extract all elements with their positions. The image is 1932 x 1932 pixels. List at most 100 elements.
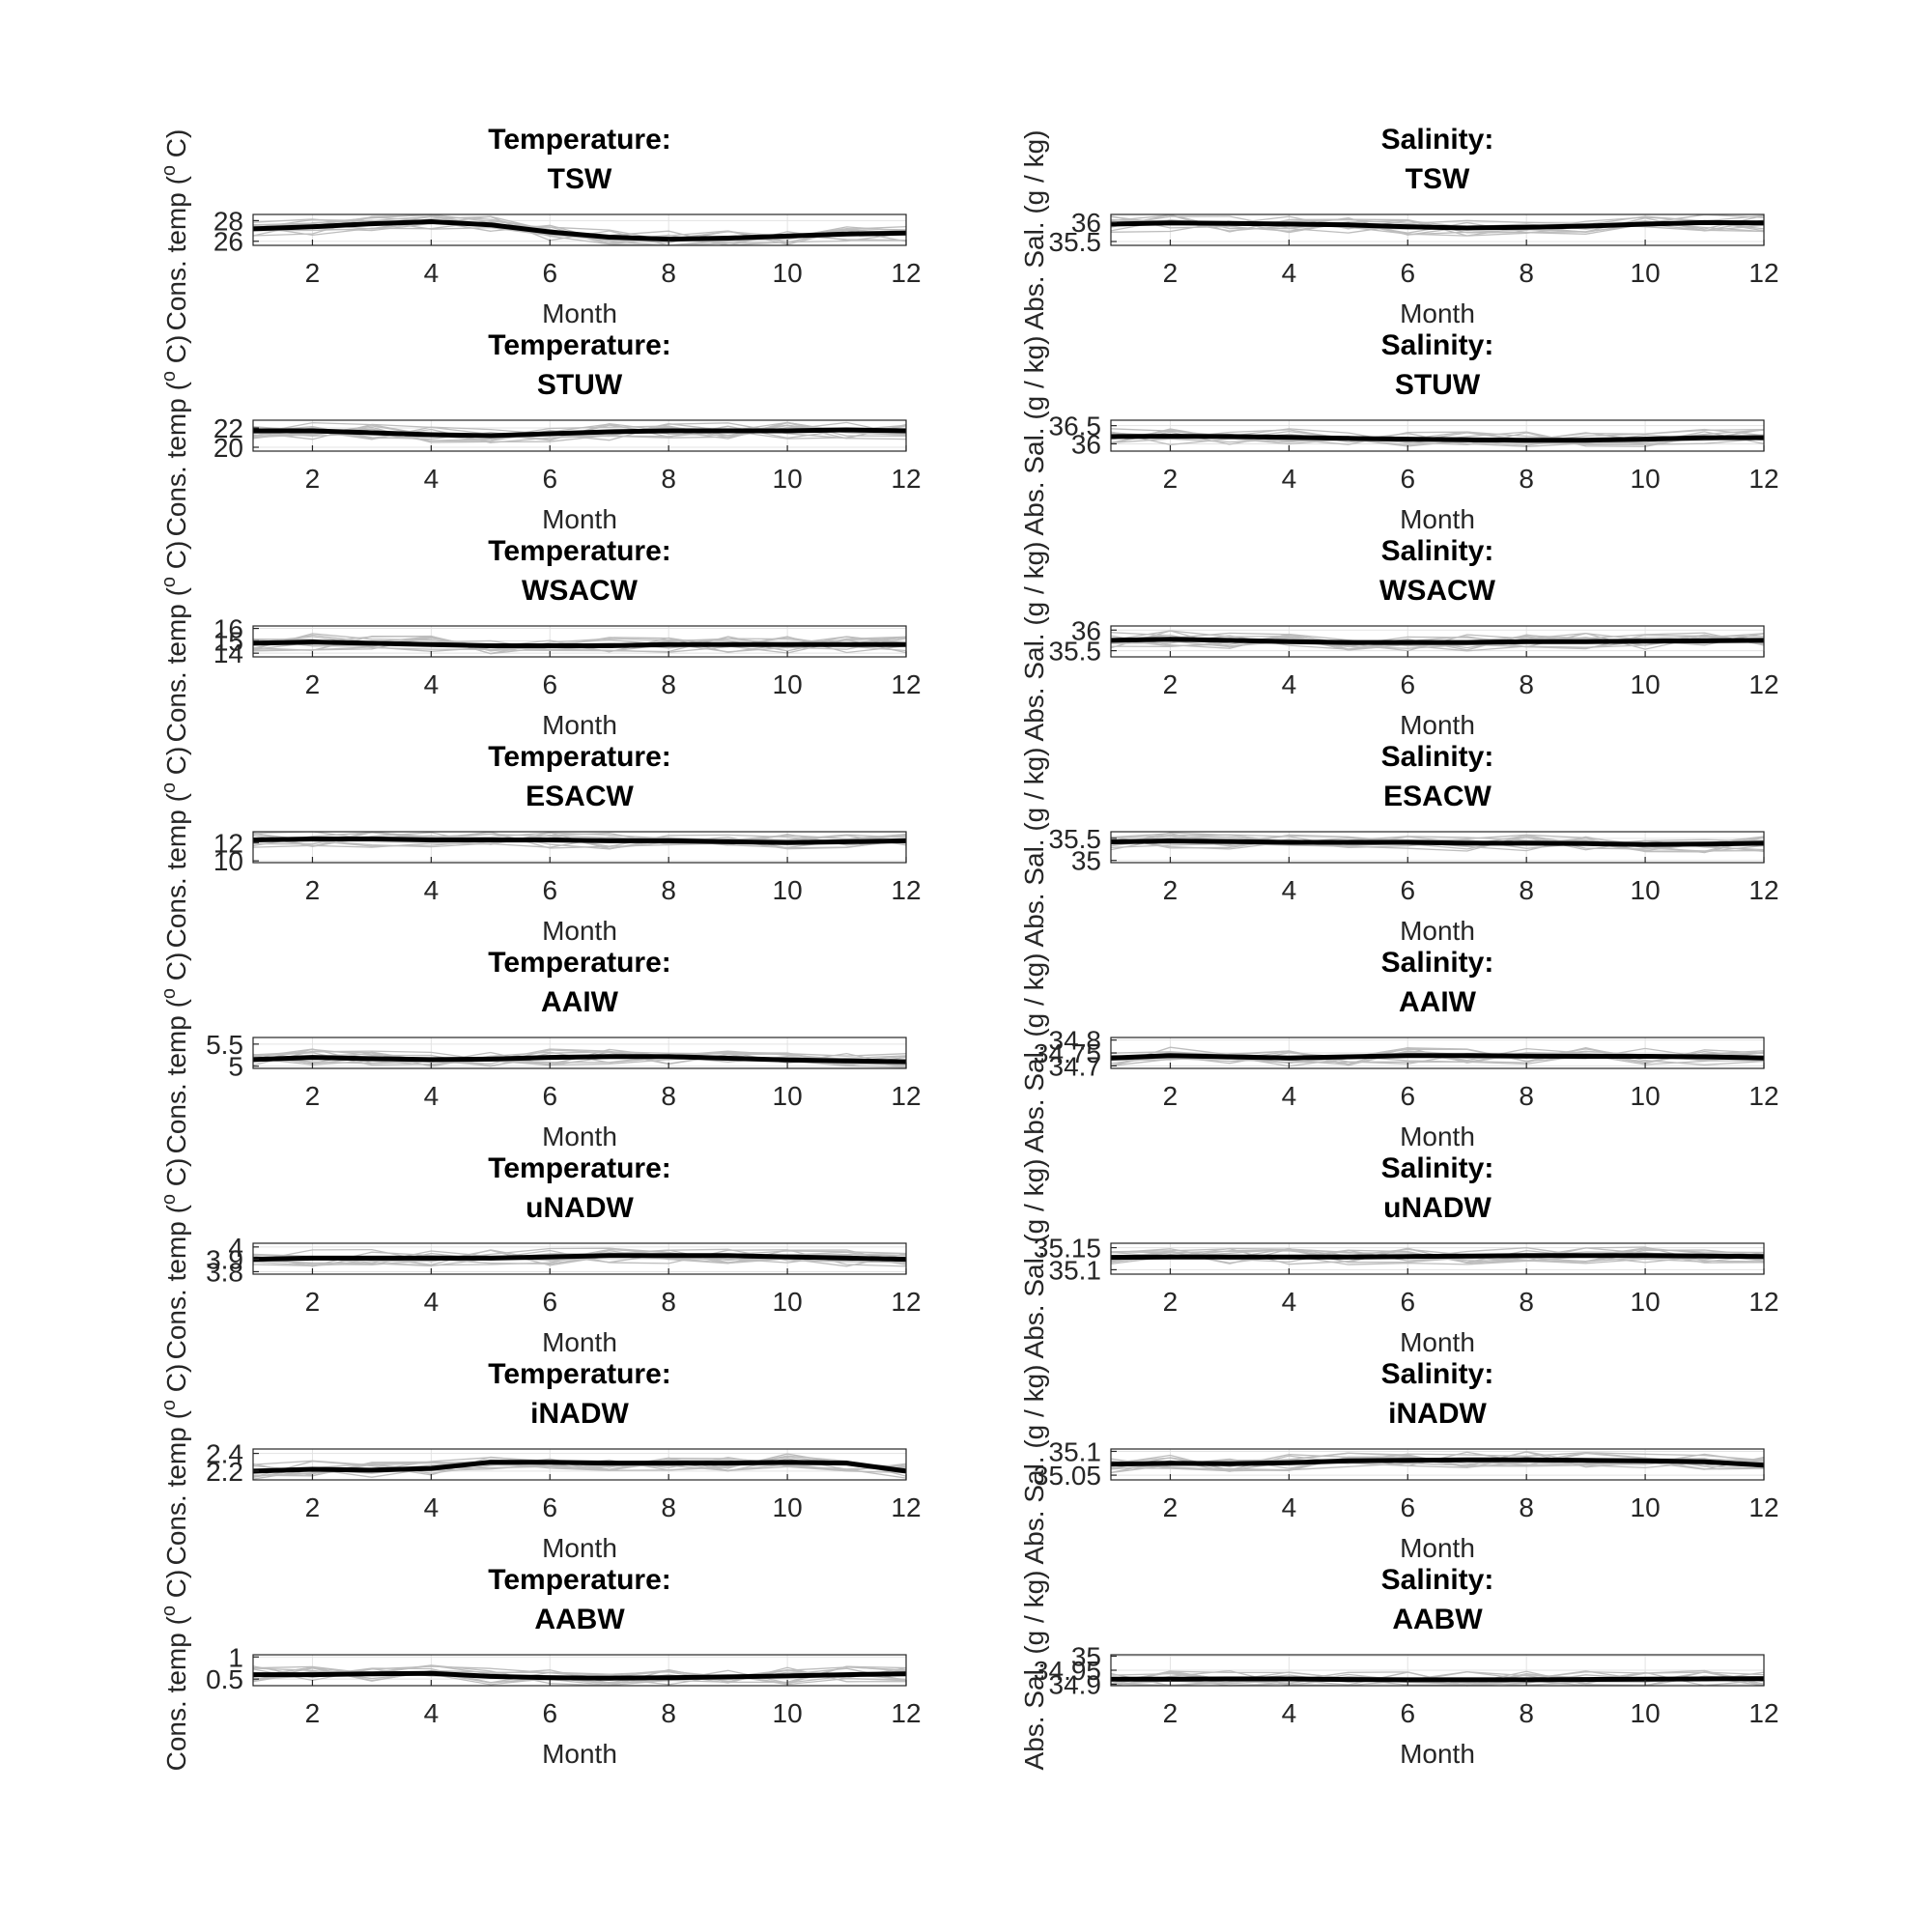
- x-tick-label: 4: [424, 1492, 440, 1522]
- x-tick-label: 8: [1519, 1287, 1534, 1317]
- x-tick-label: 10: [1631, 1081, 1661, 1111]
- panel-unadw-salinity: Salinity: uNADW 2 4 6 8 10 12 35.135.15 Month Abs.…: [1019, 1152, 1779, 1358]
- panel-title-line1: Salinity:: [1381, 1152, 1494, 1184]
- x-tick-label: 6: [1400, 875, 1415, 905]
- y-axis-label: Abs. Sal. (g / kg): [1019, 1571, 1049, 1771]
- y-tick-label: 36: [1071, 208, 1101, 238]
- x-tick-label: 6: [1400, 669, 1415, 699]
- series-line-mean: [252, 219, 907, 242]
- axes-box: [252, 625, 907, 658]
- x-tick-label: 12: [891, 669, 921, 699]
- member-line: [1110, 1046, 1765, 1067]
- x-tick-label: 10: [773, 875, 803, 905]
- x-axis-label: Month: [542, 710, 617, 740]
- x-tick-label: 2: [305, 464, 321, 494]
- y-tick-label: 35.1: [1049, 1255, 1102, 1285]
- panel-title-line1: Temperature:: [488, 1358, 671, 1390]
- series-line-mean: [252, 1460, 907, 1474]
- y-axis-label: Cons. temp (o C): [158, 335, 191, 537]
- x-tick-label: 6: [1400, 258, 1415, 288]
- x-tick-label: 2: [305, 1287, 321, 1317]
- x-axis-label: Month: [542, 1122, 617, 1151]
- x-tick-label: 12: [1748, 1287, 1778, 1317]
- x-tick-label: 6: [1400, 1081, 1415, 1111]
- member-line: [1110, 1452, 1765, 1471]
- series-line-mean: [253, 427, 907, 439]
- y-axis-label: Abs. Sal. (g / kg): [1019, 130, 1049, 330]
- y-tick-label: 35.1: [1049, 1436, 1102, 1466]
- axes-box: [1110, 1448, 1765, 1481]
- series-line-mean: [252, 639, 906, 648]
- y-tick-label: 2.2: [206, 1457, 243, 1487]
- x-tick-label: 8: [1519, 669, 1534, 699]
- x-tick-label: 12: [1748, 1698, 1778, 1728]
- x-tick-label: 10: [1631, 1698, 1661, 1728]
- panel-title-line2: uNADW: [1383, 1192, 1492, 1224]
- y-tick-label: 35.5: [1049, 824, 1102, 854]
- y-tick-label: 5: [228, 1052, 243, 1082]
- x-tick-label: 10: [773, 1698, 803, 1728]
- x-tick-label: 6: [542, 1287, 557, 1317]
- x-tick-label: 10: [773, 1287, 803, 1317]
- y-tick-label: 3.8: [206, 1257, 243, 1287]
- x-tick-label: 6: [542, 1081, 557, 1111]
- x-tick-label: 2: [1163, 1287, 1179, 1317]
- y-axis-label: Cons. temp (o C): [158, 1158, 191, 1360]
- panel-title-line1: Temperature:: [488, 741, 671, 773]
- member-line: [1110, 1051, 1765, 1065]
- x-axis-label: Month: [1400, 710, 1475, 740]
- y-tick-label: 16: [213, 614, 243, 644]
- y-tick-label: 34.7: [1049, 1051, 1102, 1081]
- member-line: [252, 421, 907, 439]
- x-tick-label: 4: [1282, 258, 1297, 288]
- panel-title-line1: Temperature:: [488, 124, 671, 156]
- panel-title-line1: Salinity:: [1381, 329, 1494, 361]
- x-tick-label: 12: [891, 875, 921, 905]
- x-tick-label: 2: [1163, 464, 1179, 494]
- x-tick-label: 4: [1282, 464, 1297, 494]
- x-tick-label: 4: [1282, 875, 1297, 905]
- member-line: [1110, 428, 1765, 447]
- x-axis-label: Month: [542, 1327, 617, 1357]
- y-axis-label: Cons. temp (o C): [158, 952, 191, 1154]
- x-tick-label: 10: [773, 669, 803, 699]
- member-line: [252, 1665, 907, 1686]
- x-tick-label: 8: [661, 258, 676, 288]
- series-line-mean: [1110, 1457, 1765, 1468]
- y-axis-label: Abs. Sal. (g / kg): [1019, 336, 1049, 536]
- member-line: [1110, 1247, 1765, 1265]
- x-tick-label: 2: [1163, 1081, 1179, 1111]
- axes-box: [252, 831, 907, 864]
- axes-box: [1110, 1242, 1765, 1275]
- x-tick-label: 4: [424, 464, 440, 494]
- panel-title-line1: Salinity:: [1381, 1358, 1494, 1390]
- x-tick-label: 6: [1400, 464, 1415, 494]
- y-axis-label: Cons. temp (o C): [158, 1364, 191, 1566]
- y-tick-label: 5.5: [206, 1030, 243, 1060]
- x-tick-label: 4: [1282, 1287, 1297, 1317]
- panel-title-line2: iNADW: [530, 1398, 629, 1430]
- x-tick-label: 8: [661, 464, 676, 494]
- y-axis-label: Cons. temp (o C): [158, 129, 191, 331]
- panel-title-line2: TSW: [1406, 163, 1470, 195]
- x-tick-label: 12: [891, 1492, 921, 1522]
- member-line: [1110, 431, 1765, 445]
- x-tick-label: 8: [661, 669, 676, 699]
- y-tick-label: 34.8: [1049, 1026, 1102, 1056]
- panel-wsacw-salinity: Salinity: WSACW 2 4 6 8 10 12 35.536 Month Abs. Sa…: [1019, 535, 1779, 741]
- x-axis-label: Month: [542, 298, 617, 328]
- x-axis-label: Month: [1400, 1327, 1475, 1357]
- member-line: [252, 422, 907, 441]
- x-tick-label: 2: [305, 1698, 321, 1728]
- x-axis-label: Month: [1400, 298, 1475, 328]
- panel-title-line2: WSACW: [1379, 575, 1496, 607]
- y-axis-label: Abs. Sal. (g / kg): [1019, 1365, 1049, 1565]
- y-tick-label: 36: [1071, 615, 1101, 645]
- x-axis-label: Month: [1400, 916, 1475, 946]
- x-axis-label: Month: [542, 1739, 617, 1769]
- x-tick-label: 8: [661, 875, 676, 905]
